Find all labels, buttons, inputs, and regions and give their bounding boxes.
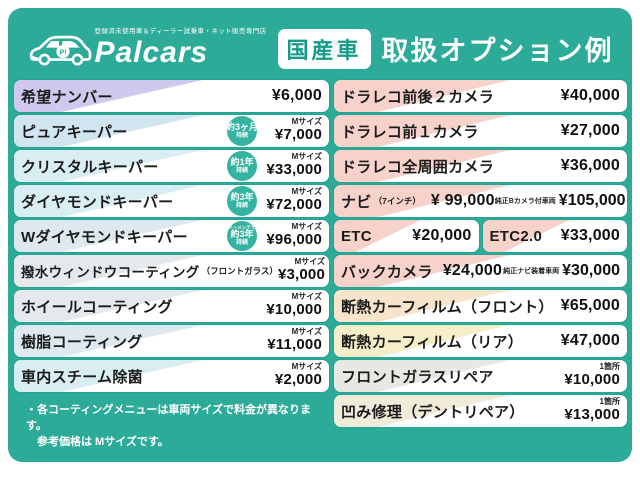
etc-row: ETC ¥20,000 ETC2.0 ¥33,000 [334, 220, 627, 252]
svg-text:P!: P! [60, 47, 68, 56]
size-note: Mサイズ [291, 187, 322, 197]
option-price: ¥47,000 [560, 332, 620, 350]
option-label: ドラレコ全周囲カメラ [341, 158, 495, 176]
size-note: Mサイズ [294, 257, 326, 267]
option-label: クリスタルキーパー [21, 158, 159, 176]
option-price: ¥33,000 [560, 227, 620, 245]
option-price: ¥96,000 [266, 231, 322, 249]
option-card-film-rear: 断熱カーフィルム（リア） ¥47,000 [334, 325, 627, 357]
option-price: ¥24,000 [442, 262, 503, 279]
option-card-water-repellent-window: 撥水ウィンドウコーティング （フロントガラス） Mサイズ ¥3,000 [14, 255, 329, 287]
option-card-wheel-coating: ホイールコーティング Mサイズ ¥10,000 [14, 290, 329, 322]
accessory-options-column: ドラレコ前後２カメラ ¥40,000 ドラレコ前１カメラ ¥27,000 ドラレ… [334, 80, 627, 462]
domestic-car-badge: 国産車 [277, 28, 371, 69]
option-price: ¥6,000 [271, 87, 322, 105]
car-icon: P! [30, 35, 92, 65]
alt-price: ¥105,000 [558, 192, 626, 209]
size-note: Mサイズ [291, 327, 322, 337]
option-label: ドラレコ前後２カメラ [341, 88, 495, 106]
size-note: Mサイズ [291, 222, 322, 232]
option-label: ドラレコ前１カメラ [341, 123, 479, 141]
option-price: ¥72,000 [266, 196, 322, 214]
option-price: ¥27,000 [560, 122, 620, 140]
option-label: 車内スチーム除菌 [21, 368, 143, 386]
alt-price: ¥30,000 [562, 262, 620, 279]
footnote-line: 参考価格は Mサイズです。 [37, 435, 169, 448]
logo-wordmark: Palcars [94, 35, 209, 69]
option-price: ¥10,000 [564, 371, 620, 389]
option-label: ホイールコーティング [21, 298, 173, 316]
duration-badge: 約3年 持続 [227, 186, 257, 216]
option-card-crystal-keeper: クリスタルキーパー 約1年 持続 Mサイズ ¥33,000 [14, 150, 329, 182]
option-price: ¥65,000 [560, 297, 620, 315]
option-price: ¥2,000 [274, 371, 322, 389]
option-card-glass-repair: フロントガラスリペア 1箇所 ¥10,000 [334, 360, 627, 392]
size-note: Mサイズ [291, 117, 322, 127]
option-card-etc2: ETC2.0 ¥33,000 [482, 220, 627, 252]
option-card-dashcam-front: ドラレコ前１カメラ ¥27,000 [334, 115, 627, 147]
option-card-etc: ETC ¥20,000 [334, 220, 479, 252]
option-price: ¥36,000 [560, 157, 620, 175]
option-card-dashcam-front-rear: ドラレコ前後２カメラ ¥40,000 [334, 80, 627, 112]
option-label: 樹脂コーティング [21, 333, 143, 351]
option-label: 希望ナンバー [21, 88, 113, 106]
option-label: Wダイヤモンドキーパー [21, 228, 188, 246]
option-card-w-diamond-keeper: Wダイヤモンドキーパー ノーメンテで 約3年 持続 Mサイズ ¥96,000 [14, 220, 329, 252]
option-price: ¥ 99,000 [430, 192, 495, 209]
option-price: ¥20,000 [412, 227, 472, 245]
alt-condition-note: 純正ナビ装着車両 [503, 268, 560, 275]
logo-tagline: 登録済未使用車＆ディーラー試乗車・ネット販売専門店 [94, 28, 267, 36]
alt-condition-note: 純正Bカメラ付車両 [494, 198, 556, 205]
option-label-note: （フロントガラス） [201, 266, 278, 276]
flyer-panel: P! 登録済未使用車＆ディーラー試乗車・ネット販売専門店 Palcars 国産車… [8, 8, 632, 462]
duration-badge: 約1年 持続 [227, 151, 257, 181]
size-note: Mサイズ [291, 152, 322, 162]
header: P! 登録済未使用車＆ディーラー試乗車・ネット販売専門店 Palcars 国産車… [8, 8, 632, 76]
options-grid: 希望ナンバー ¥6,000 ピュアキーパー 約3ヶ月 持続 Mサイズ ¥7,00… [8, 76, 632, 462]
option-card-dashcam-360: ドラレコ全周囲カメラ ¥36,000 [334, 150, 627, 182]
option-card-dent-repair: 凹み修理（デントリペア） 1箇所 ¥13,000 [334, 395, 627, 427]
option-label: ナビ [341, 193, 372, 211]
option-price: ¥3,000 [277, 266, 326, 284]
option-price: ¥33,000 [266, 161, 322, 179]
coating-options-column: 希望ナンバー ¥6,000 ピュアキーパー 約3ヶ月 持続 Mサイズ ¥7,00… [14, 80, 329, 462]
page-title: 取扱オプション例 [381, 36, 614, 66]
option-label: バックカメラ [341, 263, 433, 281]
option-label-note: （7インチ） [373, 196, 421, 206]
option-label: フロントガラスリペア [341, 368, 494, 386]
size-note: Mサイズ [291, 292, 322, 302]
palcars-logo: P! 登録済未使用車＆ディーラー試乗車・ネット販売専門店 Palcars [26, 28, 266, 70]
option-card-diamond-keeper: ダイヤモンドキーパー 約3年 持続 Mサイズ ¥72,000 [14, 185, 329, 217]
option-card-back-camera: バックカメラ ¥24,000 純正ナビ装着車両 ¥30,000 [334, 255, 627, 287]
footnotes: ・各コーティングメニューは車両サイズで料金が異なります。 参考価格は Mサイズで… [14, 395, 329, 462]
option-label: ETC [341, 227, 372, 245]
option-label: ダイヤモンドキーパー [21, 193, 174, 211]
option-card-steam-sanitize: 車内スチーム除菌 Mサイズ ¥2,000 [14, 360, 329, 392]
option-label: 凹み修理（デントリペア） [341, 403, 525, 421]
option-card-pure-keeper: ピュアキーパー 約3ヶ月 持続 Mサイズ ¥7,000 [14, 115, 329, 147]
option-card-kibou-number: 希望ナンバー ¥6,000 [14, 80, 329, 112]
option-label: 断熱カーフィルム（フロント） [341, 298, 554, 316]
option-price: ¥7,000 [274, 126, 322, 144]
option-price: ¥11,000 [267, 336, 322, 354]
footnote-line: ・各コーティングメニューは車両サイズで料金が異なります。 [26, 404, 312, 432]
option-price: ¥10,000 [266, 301, 322, 319]
option-price: ¥40,000 [560, 87, 620, 105]
size-note: Mサイズ [291, 362, 322, 372]
option-label: 断熱カーフィルム（リア） [341, 333, 524, 351]
option-card-navi: ナビ （7インチ） ¥ 99,000 純正Bカメラ付車両 ¥105,000 [334, 185, 627, 217]
option-card-film-front: 断熱カーフィルム（フロント） ¥65,000 [334, 290, 627, 322]
duration-badge: ノーメンテで 約3年 持続 [227, 221, 257, 251]
unit-note: 1箇所 [599, 397, 620, 407]
option-price: ¥13,000 [564, 406, 620, 424]
option-label: ピュアキーパー [21, 123, 128, 141]
option-label: ETC2.0 [489, 227, 543, 245]
option-label: 撥水ウィンドウコーティング [21, 265, 200, 280]
duration-badge: 約3ヶ月 持続 [226, 116, 258, 146]
option-card-resin-coating: 樹脂コーティング Mサイズ ¥11,000 [14, 325, 329, 357]
unit-note: 1箇所 [599, 362, 620, 372]
